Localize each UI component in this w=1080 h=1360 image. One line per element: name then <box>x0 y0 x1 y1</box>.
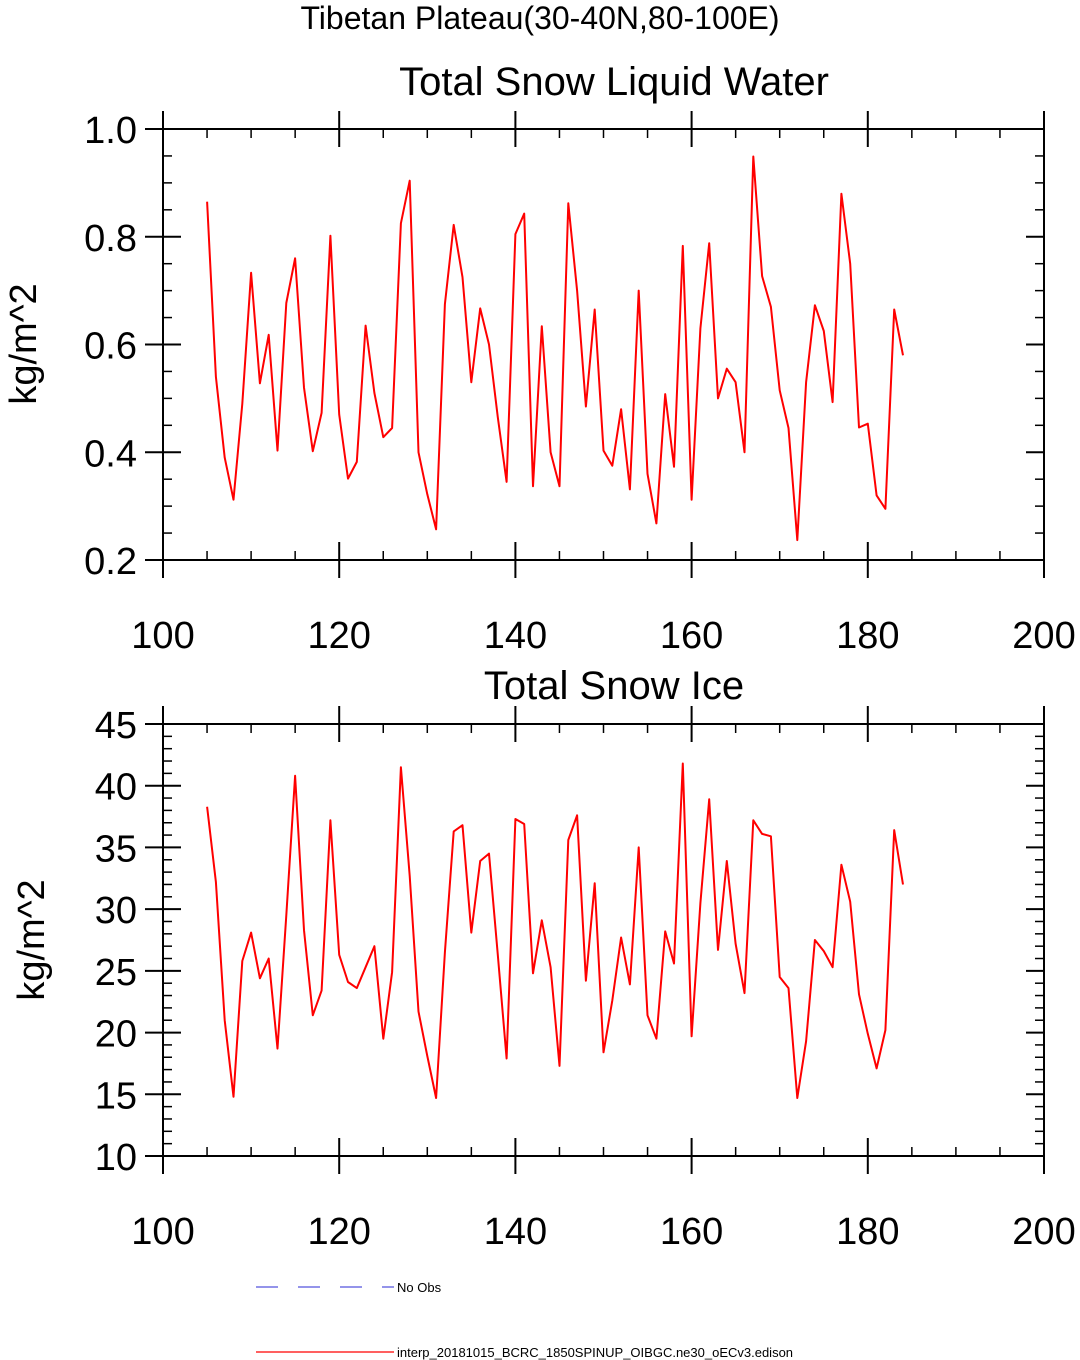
y-tick-label: 30 <box>95 890 137 932</box>
x-tick-label: 140 <box>484 1211 547 1253</box>
series-line <box>206 762 904 1099</box>
x-tick-label: 200 <box>1012 615 1075 657</box>
suptitle: Tibetan Plateau(30-40N,80-100E) <box>300 0 779 36</box>
y-tick-label: 25 <box>95 952 137 994</box>
tick-marks <box>145 111 1045 578</box>
y-tick-label: 0.4 <box>84 433 137 475</box>
chart-title: Total Snow Ice <box>484 664 744 708</box>
y-tick-label: 10 <box>95 1137 137 1179</box>
x-tick-label: 200 <box>1012 1211 1075 1253</box>
x-tick-label: 180 <box>836 615 899 657</box>
y-axis-label: kg/m^2 <box>11 879 53 1000</box>
series-layer <box>206 762 904 1099</box>
x-tick-label: 100 <box>131 1211 194 1253</box>
y-tick-labels: 10 15 20 25 30 35 40 45 <box>95 705 137 1179</box>
chart-title: Total Snow Liquid Water <box>399 60 829 104</box>
y-tick-label: 0.8 <box>84 218 137 260</box>
x-tick-label: 120 <box>307 615 370 657</box>
y-tick-label: 45 <box>95 705 137 747</box>
legend-entry-no-obs: No Obs <box>256 1280 442 1295</box>
y-axis-label: kg/m^2 <box>3 283 45 404</box>
x-tick-label: 160 <box>660 1211 723 1253</box>
tick-marks <box>145 706 1045 1174</box>
y-tick-label: 1.0 <box>84 110 137 152</box>
legend-label: No Obs <box>397 1280 442 1295</box>
legend: No Obs interp_20181015_BCRC_1850SPINUP_O… <box>256 1280 793 1360</box>
x-tick-label: 140 <box>484 615 547 657</box>
plot-frame <box>162 128 1045 561</box>
series-layer <box>206 155 904 542</box>
y-tick-labels: 0.2 0.4 0.6 0.8 1.0 <box>84 110 137 583</box>
chart-panel-snow-ice: Total Snow Ice 10 15 20 25 30 35 40 45 100 120 14… <box>11 664 1076 1253</box>
x-tick-label: 120 <box>307 1211 370 1253</box>
x-tick-label: 100 <box>131 615 194 657</box>
x-tick-label: 180 <box>836 1211 899 1253</box>
chart-panel-snow-liquid-water: Total Snow Liquid Water 0.20.40.60.81.0 … <box>3 60 1076 657</box>
y-tick-label: 40 <box>95 767 137 809</box>
x-tick-labels: 100 120 140 160 180 200 <box>131 1211 1075 1253</box>
y-tick-label: 35 <box>95 828 137 870</box>
x-tick-label: 160 <box>660 615 723 657</box>
legend-label: interp_20181015_BCRC_1850SPINUP_OIBGC.ne… <box>397 1345 793 1360</box>
y-tick-label: 0.6 <box>84 326 137 368</box>
plot-frame <box>162 723 1045 1157</box>
series-line <box>206 155 904 542</box>
x-tick-labels: 100 120 140 160 180 200 <box>131 615 1075 657</box>
y-tick-label: 0.2 <box>84 541 137 583</box>
y-tick-label: 20 <box>95 1014 137 1056</box>
y-tick-label: 15 <box>95 1075 137 1117</box>
legend-entry-model: interp_20181015_BCRC_1850SPINUP_OIBGC.ne… <box>256 1345 793 1360</box>
